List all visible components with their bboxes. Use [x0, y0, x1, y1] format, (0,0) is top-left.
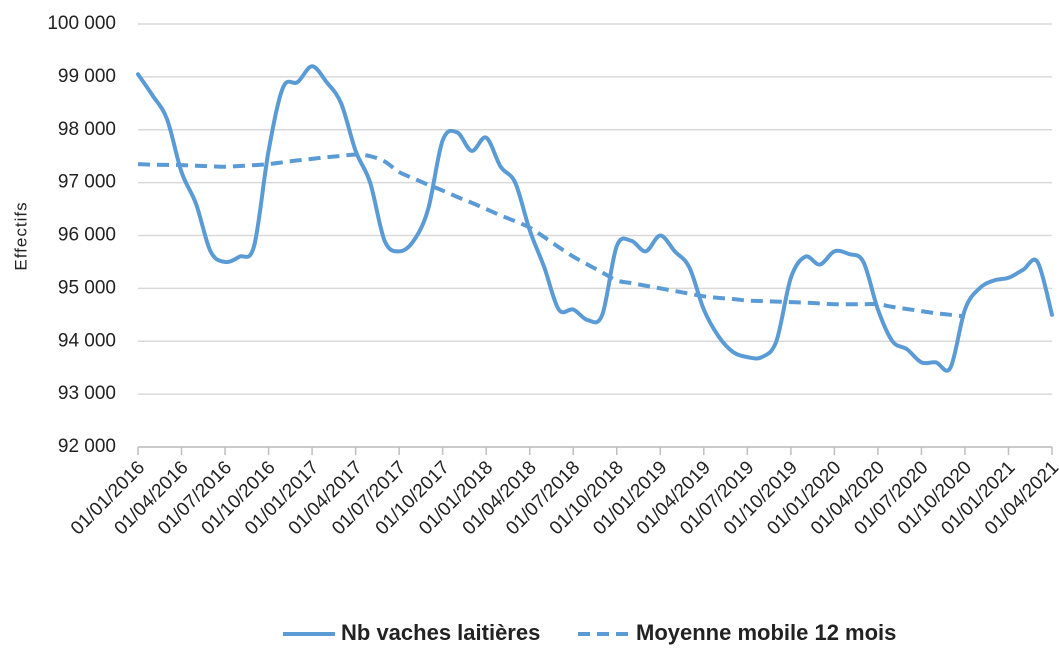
legend-label: Moyenne mobile 12 mois: [636, 620, 896, 645]
y-tick-label: 98 000: [58, 119, 116, 140]
line-series: [136, 64, 1054, 373]
y-tick-label: 93 000: [58, 383, 116, 404]
y-tick-label: 96 000: [58, 225, 116, 246]
line-series: [137, 152, 966, 319]
y-tick-label: 100 000: [47, 13, 116, 34]
legend-label: Nb vaches laitières: [341, 620, 540, 645]
y-tick-label: 95 000: [58, 277, 116, 298]
y-tick-label: 99 000: [58, 66, 116, 87]
y-tick-label: 92 000: [58, 436, 116, 457]
y-tick-label: 97 000: [58, 172, 116, 193]
y-axis-label: Effectifs: [11, 201, 30, 270]
y-tick-label: 94 000: [58, 330, 116, 351]
